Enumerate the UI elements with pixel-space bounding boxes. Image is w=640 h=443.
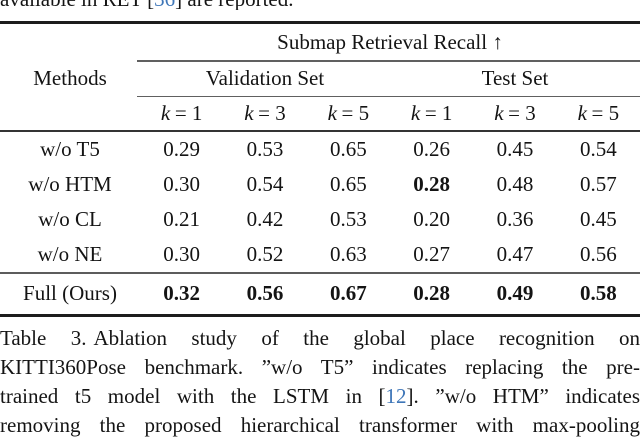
k-header: k = 3	[244, 101, 286, 125]
table-bottom-rule	[0, 313, 640, 317]
k-header: k = 1	[160, 101, 203, 125]
value-cell: 0.30	[163, 172, 201, 196]
value-cell: 0.52	[246, 242, 284, 266]
value-cell: 0.45	[496, 137, 534, 161]
k-header: k = 5	[327, 101, 370, 125]
group-header: Submap Retrieval Recall ↑	[277, 29, 503, 54]
method-cell: w/o T5	[40, 137, 100, 161]
caption-line-2: KITTI360Pose benchmark. ”w/o T5” indicat…	[0, 355, 640, 379]
table-top-rule	[0, 21, 640, 24]
value-cell-bold: 0.49	[496, 281, 534, 305]
value-cell-bold: 0.28	[413, 172, 451, 196]
set-header-row: Methods Validation Set Test Set	[0, 62, 640, 96]
value-cell: 0.21	[163, 207, 201, 231]
value-cell-bold: 0.56	[246, 281, 284, 305]
value-cell: 0.54	[246, 172, 284, 196]
value-cell-bold: 0.58	[579, 281, 617, 305]
validation-set-header: Validation Set	[205, 66, 325, 90]
clipped-body-text: available in RET [36] are reported.	[0, 0, 640, 10]
value-cell: 0.48	[496, 172, 534, 196]
table-row-full-ours: Full (Ours) 0.32 0.56 0.67 0.28 0.49 0.5…	[0, 274, 640, 314]
k-header: k = 3	[494, 101, 536, 125]
caption-line-1: Table 3. Ablation study of the global pla…	[0, 326, 640, 350]
caption-label: Table 3.	[0, 326, 87, 350]
value-cell-bold: 0.67	[329, 281, 367, 305]
value-cell: 0.65	[329, 172, 367, 196]
value-cell: 0.29	[163, 137, 201, 161]
value-cell: 0.56	[579, 242, 617, 266]
table-row-wo-cl: w/o CL 0.21 0.42 0.53 0.20 0.36 0.45	[0, 202, 640, 237]
caption-line-4: removing the proposed hierarchical trans…	[0, 413, 640, 437]
table-row-wo-htm: w/o HTM 0.30 0.54 0.65 0.28 0.48 0.57	[0, 167, 640, 202]
clipped-text-pre: available in RET [	[0, 0, 154, 10]
value-cell-bold: 0.32	[163, 281, 201, 305]
value-cell: 0.20	[413, 207, 451, 231]
citation-link[interactable]: 36	[154, 0, 175, 10]
citation-link[interactable]: 12	[385, 384, 407, 408]
ablation-table: Submap Retrieval Recall ↑ Methods Valida…	[0, 21, 640, 317]
group-header-row: Submap Retrieval Recall ↑	[0, 24, 640, 60]
value-cell: 0.26	[413, 137, 451, 161]
methods-header: Methods	[33, 66, 107, 90]
k-header: k = 5	[577, 101, 620, 125]
table-row-wo-t5: w/o T5 0.29 0.53 0.65 0.26 0.45 0.54	[0, 132, 640, 167]
test-set-header: Test Set	[481, 66, 549, 90]
value-cell: 0.30	[163, 242, 201, 266]
midrule-under-headers	[0, 130, 640, 132]
method-cell: w/o NE	[37, 242, 103, 266]
k-header: k = 1	[410, 101, 453, 125]
method-cell: w/o CL	[38, 207, 102, 231]
value-cell: 0.53	[246, 137, 284, 161]
cmidrule-under-set-headers	[137, 95, 640, 97]
table-caption: Table 3. Ablation study of the global pla…	[0, 324, 640, 440]
table-row-wo-ne: w/o NE 0.30 0.52 0.63 0.27 0.47 0.56	[0, 237, 640, 272]
value-cell: 0.42	[246, 207, 284, 231]
k-header-row: k = 1 k = 3 k = 5 k = 1 k = 3 k = 5	[0, 97, 640, 130]
value-cell: 0.45	[579, 207, 617, 231]
value-cell: 0.63	[329, 242, 367, 266]
caption-line-3: trained t5 model with the LSTM in [12]. …	[0, 384, 640, 408]
value-cell: 0.54	[579, 137, 617, 161]
clipped-text-post: ] are reported.	[175, 0, 293, 10]
method-cell: w/o HTM	[28, 172, 112, 196]
value-cell: 0.36	[496, 207, 534, 231]
value-cell: 0.65	[329, 137, 367, 161]
cmidrule-under-group-header	[137, 60, 640, 62]
method-cell: Full (Ours)	[23, 281, 117, 305]
value-cell: 0.57	[579, 172, 617, 196]
value-cell: 0.53	[329, 207, 367, 231]
value-cell: 0.27	[413, 242, 451, 266]
value-cell-bold: 0.28	[413, 281, 451, 305]
midrule-above-full-row	[0, 272, 640, 274]
value-cell: 0.47	[496, 242, 534, 266]
